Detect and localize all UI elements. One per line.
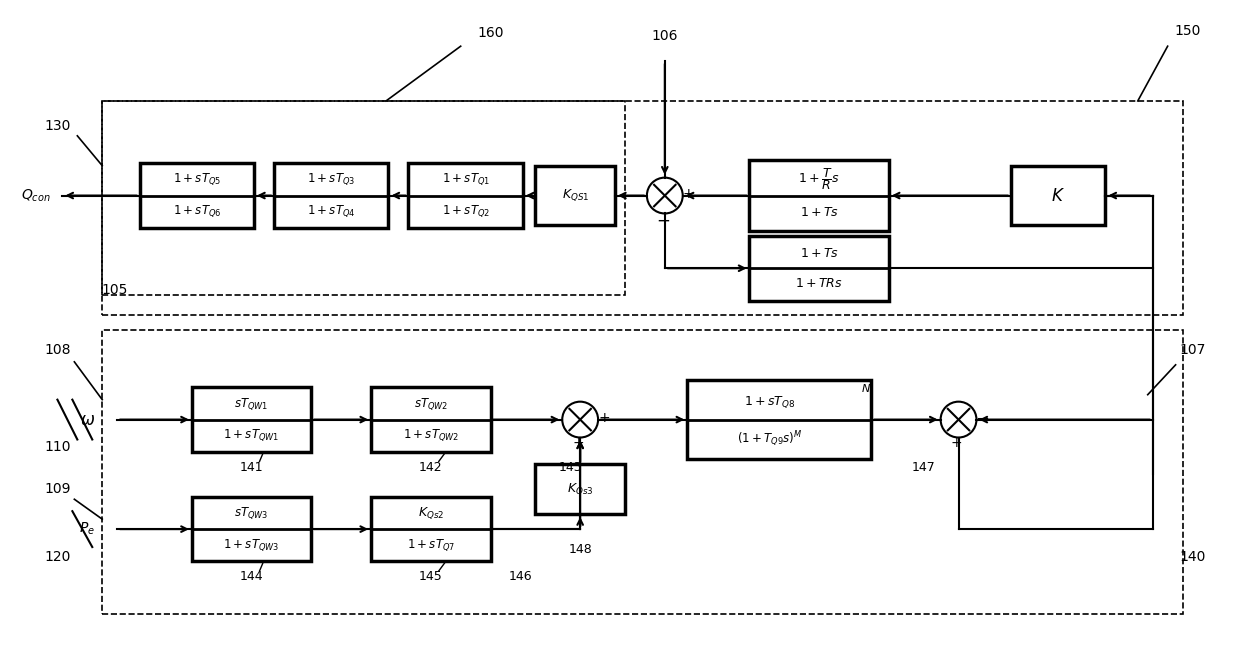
Text: $1+sT_{QW3}$: $1+sT_{QW3}$ bbox=[223, 537, 280, 553]
Text: +: + bbox=[951, 437, 962, 450]
Text: 143: 143 bbox=[558, 461, 582, 474]
Text: +: + bbox=[683, 186, 694, 201]
Text: $\omega$: $\omega$ bbox=[79, 411, 95, 428]
Text: $1+sT_{QW1}$: $1+sT_{QW1}$ bbox=[223, 428, 280, 443]
Text: $1+Ts$: $1+Ts$ bbox=[800, 247, 838, 260]
Text: 109: 109 bbox=[45, 482, 71, 496]
Bar bbox=[536, 465, 625, 514]
Bar bbox=[140, 163, 254, 228]
Text: 106: 106 bbox=[651, 29, 678, 43]
Text: 148: 148 bbox=[568, 543, 591, 556]
Bar bbox=[1011, 166, 1105, 225]
Text: 160: 160 bbox=[477, 27, 503, 40]
Text: 107: 107 bbox=[1179, 343, 1205, 357]
Text: 142: 142 bbox=[419, 461, 443, 474]
Circle shape bbox=[647, 178, 683, 214]
Text: 146: 146 bbox=[508, 571, 532, 584]
Bar bbox=[749, 236, 889, 301]
Text: $sT_{QW3}$: $sT_{QW3}$ bbox=[234, 505, 269, 521]
Bar bbox=[274, 163, 388, 228]
Bar bbox=[192, 497, 311, 562]
Bar bbox=[102, 330, 1183, 614]
Bar bbox=[102, 101, 1183, 315]
Text: +: + bbox=[598, 411, 610, 424]
Text: $K$: $K$ bbox=[1052, 186, 1065, 204]
Text: $1+TRs$: $1+TRs$ bbox=[795, 277, 843, 290]
Text: +: + bbox=[573, 437, 584, 450]
Text: 130: 130 bbox=[45, 119, 71, 133]
Text: $K_{QS1}$: $K_{QS1}$ bbox=[562, 188, 589, 203]
Text: 150: 150 bbox=[1174, 24, 1200, 38]
Text: $K_{Qs3}$: $K_{Qs3}$ bbox=[567, 481, 594, 497]
Text: $1+sT_{Q6}$: $1+sT_{Q6}$ bbox=[172, 204, 221, 219]
Text: $1+sT_{Q3}$: $1+sT_{Q3}$ bbox=[308, 171, 356, 188]
Text: $sT_{QW1}$: $sT_{QW1}$ bbox=[234, 396, 269, 411]
Bar bbox=[371, 497, 491, 562]
Text: 141: 141 bbox=[239, 461, 263, 474]
Text: 147: 147 bbox=[911, 461, 935, 474]
Text: $1+sT_{QW2}$: $1+sT_{QW2}$ bbox=[403, 428, 459, 443]
Text: $1+sT_{Q2}$: $1+sT_{Q2}$ bbox=[441, 204, 490, 219]
Text: $1+sT_{Q4}$: $1+sT_{Q4}$ bbox=[308, 204, 356, 219]
Bar bbox=[371, 387, 491, 452]
Bar bbox=[687, 380, 872, 459]
Text: $1+sT_{Q5}$: $1+sT_{Q5}$ bbox=[172, 171, 221, 188]
Text: $1+sT_{Q1}$: $1+sT_{Q1}$ bbox=[441, 171, 490, 188]
Text: 145: 145 bbox=[419, 571, 443, 584]
Text: 108: 108 bbox=[45, 343, 71, 357]
Text: $sT_{QW2}$: $sT_{QW2}$ bbox=[414, 396, 448, 411]
Text: $Q_{con}$: $Q_{con}$ bbox=[21, 188, 51, 204]
Text: $1+Ts$: $1+Ts$ bbox=[800, 206, 838, 219]
Text: $N$: $N$ bbox=[862, 382, 872, 394]
Text: $(1+T_{Q9}s)^{M}$: $(1+T_{Q9}s)^{M}$ bbox=[737, 430, 802, 449]
Text: $1+sT_{Q7}$: $1+sT_{Q7}$ bbox=[407, 537, 455, 553]
Circle shape bbox=[941, 402, 976, 437]
Text: 140: 140 bbox=[1179, 550, 1205, 564]
Text: 144: 144 bbox=[239, 571, 263, 584]
Text: 120: 120 bbox=[45, 550, 71, 564]
Bar bbox=[749, 160, 889, 232]
Bar bbox=[192, 387, 311, 452]
Text: $1+\dfrac{T}{R}s$: $1+\dfrac{T}{R}s$ bbox=[799, 166, 839, 192]
Text: $P_e$: $P_e$ bbox=[79, 521, 95, 537]
Text: $1+sT_{Q8}$: $1+sT_{Q8}$ bbox=[744, 394, 795, 410]
Bar bbox=[102, 101, 625, 295]
Text: 110: 110 bbox=[45, 441, 71, 454]
Circle shape bbox=[562, 402, 598, 437]
Text: $-$: $-$ bbox=[656, 210, 670, 228]
Bar bbox=[408, 163, 523, 228]
Text: $K_{Qs2}$: $K_{Qs2}$ bbox=[418, 505, 444, 521]
Bar bbox=[536, 166, 615, 225]
Text: $-$: $-$ bbox=[976, 409, 990, 426]
Text: 105: 105 bbox=[100, 283, 128, 297]
